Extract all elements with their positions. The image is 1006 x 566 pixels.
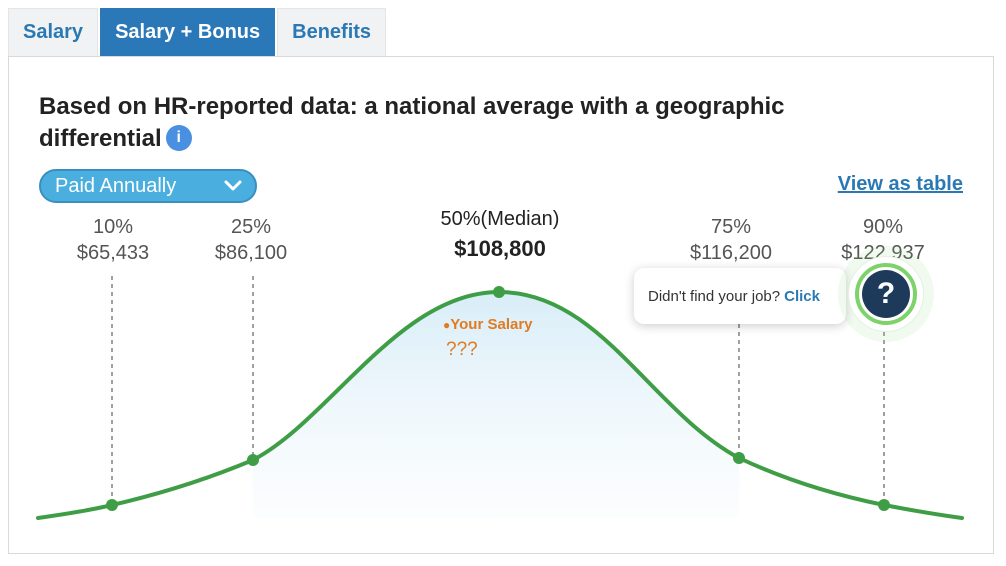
percentile-25-pct: 25% xyxy=(230,216,272,238)
panel-heading: Based on HR-reported data: a national av… xyxy=(39,91,859,155)
question-mark-icon: ? xyxy=(862,270,910,318)
info-icon[interactable]: i xyxy=(165,124,192,151)
percentile-75-value: $116,200 xyxy=(690,242,772,264)
percentile-90-label: 90% $122,937 xyxy=(813,214,953,266)
your-salary-value: ??? xyxy=(446,339,478,360)
job-help-click-link[interactable]: Click xyxy=(784,287,820,305)
percentile-90-value: $122,937 xyxy=(841,242,925,264)
median-point[interactable] xyxy=(493,286,505,298)
p10-point[interactable] xyxy=(106,499,118,511)
your-salary-label: Your Salary xyxy=(450,316,533,333)
percentile-75-pct: 75% xyxy=(710,216,752,238)
job-help-bubble: Didn't find your job? Click xyxy=(634,268,846,324)
help-button-outer-ring: ? xyxy=(848,256,924,332)
percentile-10-label: 10% $65,433 xyxy=(43,214,183,266)
chevron-down-icon xyxy=(224,180,242,191)
percentile-50-pct: 50%(Median) xyxy=(440,208,560,230)
tab-salary[interactable]: Salary xyxy=(8,8,99,56)
percentile-25-label: 25% $86,100 xyxy=(181,214,321,266)
your-salary-marker: ●Your Salary xyxy=(443,316,533,333)
percentile-10-pct: 10% xyxy=(92,216,134,238)
percentile-75-label: 75% $116,200 xyxy=(661,214,801,266)
percentile-10-value: $65,433 xyxy=(76,242,150,264)
help-button-ring: ? xyxy=(855,263,917,325)
tab-benefits[interactable]: Benefits xyxy=(277,8,387,56)
percentile-25-value: $86,100 xyxy=(214,242,288,264)
percentile-90-pct: 90% xyxy=(862,216,904,238)
p90-point[interactable] xyxy=(878,499,890,511)
tab-bar: Salary Salary + Bonus Benefits xyxy=(8,8,388,56)
percentile-50-value: $108,800 xyxy=(454,236,546,261)
your-salary-dot: ● xyxy=(443,318,451,332)
view-as-table-link[interactable]: View as table xyxy=(837,173,963,195)
heading-text: Based on HR-reported data: a national av… xyxy=(39,93,785,152)
pay-frequency-value: Paid Annually xyxy=(55,174,177,197)
p75-point[interactable] xyxy=(733,452,745,464)
p25-point[interactable] xyxy=(247,454,259,466)
tab-salary-bonus[interactable]: Salary + Bonus xyxy=(100,8,276,56)
curve-fill-area xyxy=(253,292,739,518)
pay-frequency-select[interactable]: Paid Annually xyxy=(39,169,257,203)
percentile-50-label: 50%(Median) $108,800 xyxy=(400,206,600,262)
help-button[interactable]: ? xyxy=(838,246,934,342)
job-help-text: Didn't find your job? xyxy=(648,287,781,305)
